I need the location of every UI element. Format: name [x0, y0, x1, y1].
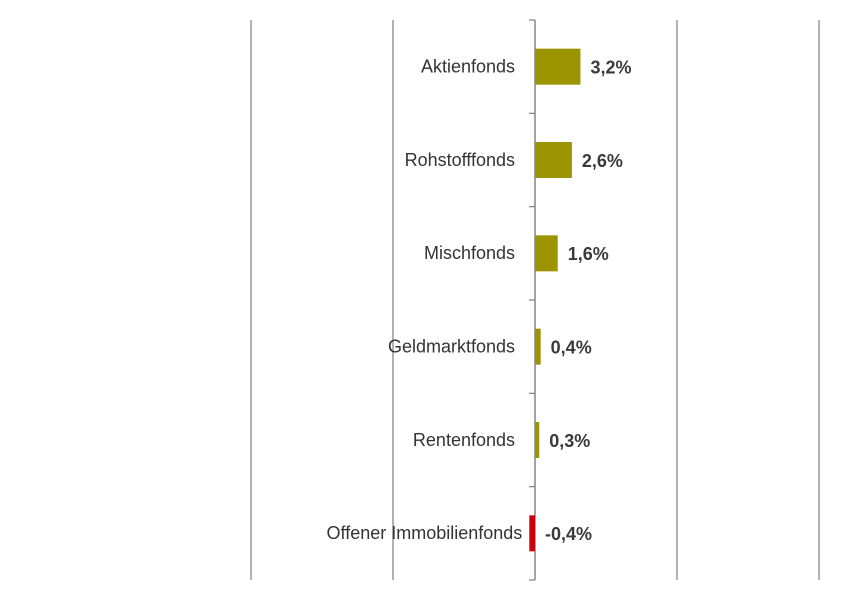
value-label: 0,3%	[549, 431, 590, 451]
value-label: 1,6%	[568, 244, 609, 264]
bar	[529, 515, 535, 552]
value-label: 2,6%	[582, 151, 623, 171]
category-label: Rohstofffonds	[405, 150, 515, 170]
category-label: Geldmarktfonds	[388, 336, 515, 356]
category-label: Aktienfonds	[421, 56, 515, 76]
category-label: Mischfonds	[424, 243, 515, 263]
bar	[535, 48, 581, 85]
bar	[535, 328, 541, 365]
bar	[535, 142, 572, 178]
value-label: 0,4%	[551, 337, 592, 357]
bar	[535, 235, 558, 272]
bar	[535, 422, 540, 458]
category-label: Offener Immobilienfonds	[327, 523, 523, 543]
category-label: Rentenfonds	[413, 430, 515, 450]
value-label: -0,4%	[545, 524, 592, 544]
value-label: 3,2%	[590, 57, 631, 77]
